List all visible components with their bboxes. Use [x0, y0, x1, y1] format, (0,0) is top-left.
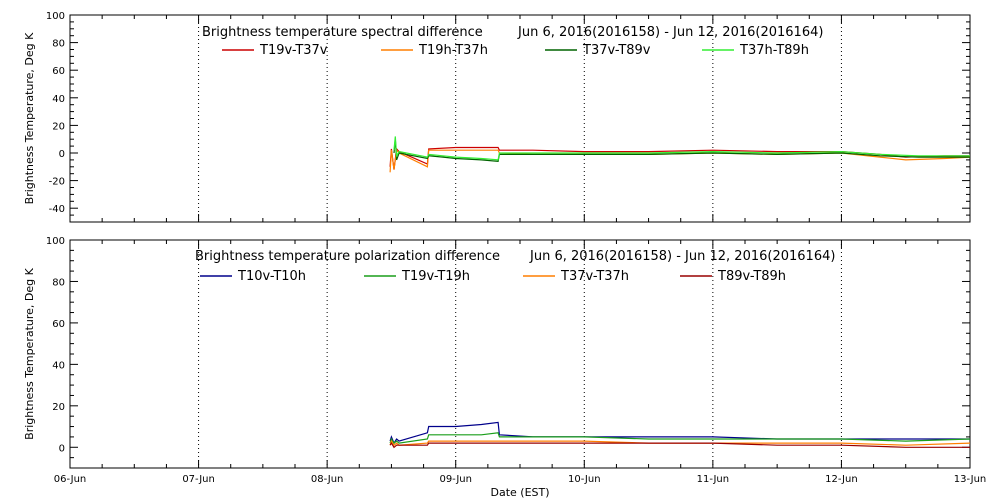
series-line-T89v-T89h: [389, 441, 970, 449]
x-axis-label: Date (EST): [490, 486, 549, 499]
legend-label: T37v-T37h: [560, 269, 629, 284]
y-tick-label: 80: [52, 277, 65, 288]
y-tick-label: -40: [49, 204, 65, 215]
y-tick-label: -20: [49, 177, 65, 188]
plot-frame-2: [69, 239, 971, 469]
x-tick-label: 10-Jun: [568, 474, 601, 485]
series-line-T37h-T89h: [393, 136, 970, 161]
y-tick-label: 0: [59, 443, 65, 454]
y-tick-label: 60: [52, 66, 65, 77]
legend-label: T37v-T89v: [582, 43, 651, 58]
legend-label: T19h-T37h: [418, 43, 488, 58]
x-tick-label: 07-Jun: [182, 474, 215, 485]
chart-title: Brightness temperature spectral differen…: [202, 25, 483, 40]
y-tick-label: 0: [59, 149, 65, 160]
x-tick-label: 13-Jun: [954, 474, 987, 485]
y-tick-label: 100: [46, 236, 65, 247]
legend-label: T89v-T89h: [717, 269, 786, 284]
chart-date-range: Jun 6, 2016(2016158) - Jun 12, 2016(2016…: [529, 249, 835, 264]
x-tick-label: 08-Jun: [311, 474, 344, 485]
legend-label: T19v-T19h: [401, 269, 470, 284]
y-tick-label: 60: [52, 319, 65, 330]
y-tick-label: 40: [52, 94, 65, 105]
y-axis-label: Brightness Temperature, Deg K: [23, 267, 36, 439]
y-tick-label: 80: [52, 39, 65, 50]
y-tick-label: 20: [52, 402, 65, 413]
legend-label: T19v-T37v: [259, 43, 328, 58]
y-tick-label: 20: [52, 121, 65, 132]
plot-frame-1: [69, 14, 971, 223]
x-tick-label: 09-Jun: [439, 474, 472, 485]
legend-label: T37h-T89h: [739, 43, 809, 58]
series-line-T37v-T37h: [389, 439, 971, 447]
y-tick-label: 40: [52, 360, 65, 371]
x-tick-label: 06-Jun: [54, 474, 87, 485]
series-line-T19v-T19h: [389, 432, 971, 444]
legend-label: T10v-T10h: [237, 269, 306, 284]
x-tick-label: 12-Jun: [825, 474, 858, 485]
y-tick-label: 100: [46, 11, 65, 22]
x-tick-label: 11-Jun: [697, 474, 730, 485]
y-axis-label: Brightness Temperature, Deg K: [23, 32, 36, 204]
chart-date-range: Jun 6, 2016(2016158) - Jun 12, 2016(2016…: [517, 25, 823, 40]
chart-title: Brightness temperature polarization diff…: [195, 249, 500, 264]
